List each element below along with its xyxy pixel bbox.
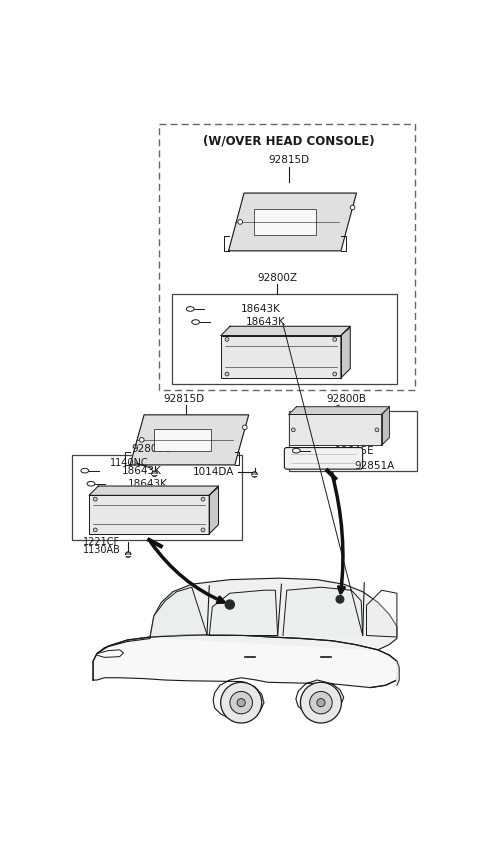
Circle shape <box>125 551 131 557</box>
Bar <box>154 428 211 451</box>
Circle shape <box>375 428 379 432</box>
Text: 1140NC: 1140NC <box>110 458 149 468</box>
Circle shape <box>230 692 252 714</box>
Polygon shape <box>89 495 209 534</box>
Circle shape <box>333 372 336 376</box>
Bar <box>72 455 242 540</box>
Ellipse shape <box>87 481 95 486</box>
Circle shape <box>152 471 157 476</box>
Circle shape <box>237 699 245 707</box>
Circle shape <box>291 428 295 432</box>
Circle shape <box>225 372 229 376</box>
Circle shape <box>225 338 229 341</box>
Circle shape <box>201 498 205 501</box>
Circle shape <box>139 438 144 442</box>
Text: 1221CF: 1221CF <box>83 536 120 546</box>
Circle shape <box>310 692 332 714</box>
Polygon shape <box>150 578 397 650</box>
Text: 18643K: 18643K <box>240 304 280 314</box>
Text: 1130AB: 1130AB <box>83 545 121 555</box>
Circle shape <box>336 596 344 603</box>
Text: 18643K: 18643K <box>246 317 286 327</box>
Ellipse shape <box>81 469 89 473</box>
Circle shape <box>225 600 234 609</box>
Circle shape <box>93 528 97 532</box>
Bar <box>159 124 415 390</box>
Text: 18645E: 18645E <box>335 445 375 456</box>
Polygon shape <box>209 590 277 635</box>
Circle shape <box>242 425 247 430</box>
Polygon shape <box>288 407 389 415</box>
Text: 1014DA: 1014DA <box>193 467 234 477</box>
Ellipse shape <box>292 448 300 453</box>
Circle shape <box>93 498 97 501</box>
Bar <box>254 209 316 235</box>
FancyBboxPatch shape <box>284 447 362 469</box>
Circle shape <box>300 682 341 723</box>
Circle shape <box>252 472 257 477</box>
Bar <box>288 410 417 470</box>
Polygon shape <box>341 327 350 378</box>
Text: 92815D: 92815D <box>268 156 309 165</box>
Circle shape <box>333 338 336 341</box>
Circle shape <box>238 220 242 224</box>
Polygon shape <box>130 415 249 465</box>
Polygon shape <box>209 486 218 534</box>
Polygon shape <box>397 661 399 686</box>
Polygon shape <box>228 193 357 251</box>
Text: 92851A: 92851A <box>355 461 395 471</box>
Polygon shape <box>288 415 382 445</box>
Text: 92800Z: 92800Z <box>257 273 297 283</box>
Polygon shape <box>382 407 389 445</box>
Text: 92815D: 92815D <box>163 394 204 404</box>
Polygon shape <box>283 587 363 635</box>
Ellipse shape <box>192 320 200 324</box>
Text: 92800B: 92800B <box>327 394 367 404</box>
Bar <box>172 293 397 385</box>
Text: (W/OVER HEAD CONSOLE): (W/OVER HEAD CONSOLE) <box>203 134 374 148</box>
Text: 92800Z: 92800Z <box>132 444 171 454</box>
Text: 18643K: 18643K <box>128 479 168 489</box>
Polygon shape <box>89 486 218 495</box>
Ellipse shape <box>186 307 194 311</box>
Circle shape <box>350 205 355 209</box>
Circle shape <box>317 699 325 707</box>
Circle shape <box>221 682 262 723</box>
Text: 18643K: 18643K <box>122 466 162 475</box>
Circle shape <box>201 528 205 532</box>
Polygon shape <box>221 327 350 335</box>
Polygon shape <box>367 590 397 637</box>
Polygon shape <box>221 335 341 378</box>
Polygon shape <box>93 634 399 720</box>
Polygon shape <box>150 587 207 637</box>
